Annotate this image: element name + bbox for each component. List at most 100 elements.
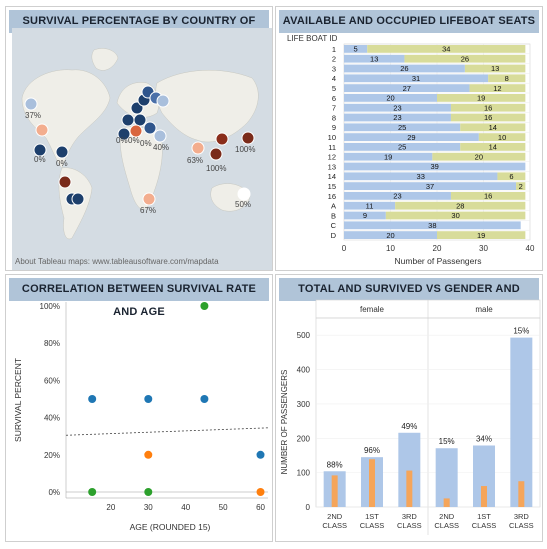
scatter-point[interactable] [144,395,153,403]
country-marker[interactable] [133,113,147,127]
occupied-bar[interactable] [344,221,521,230]
map-attribution[interactable]: About Tableau maps: www.tableausoftware.… [15,257,219,266]
survived-bar[interactable] [369,459,375,507]
trend-line [65,427,269,436]
country-marker[interactable] [143,121,157,135]
available-bar[interactable] [404,54,526,63]
available-bar[interactable] [460,123,526,132]
category-label: 15 [328,182,336,191]
map-label: 0% [128,136,140,145]
occupied-bar[interactable] [344,113,451,122]
y-tick-label: 200 [297,434,311,443]
total-bar[interactable] [435,448,458,507]
available-bar[interactable] [460,143,526,151]
country-marker[interactable] [191,141,205,155]
occupied-bar[interactable] [344,143,461,151]
y-tick-label: 500 [297,331,311,340]
occupied-bar[interactable] [344,201,396,210]
country-marker[interactable] [241,131,255,145]
occupied-bar[interactable] [344,172,498,181]
x-tick-label: 20 [106,503,115,512]
available-bar[interactable] [450,113,526,122]
survived-bar[interactable] [406,470,413,507]
available-bar[interactable] [497,172,526,181]
available-bar[interactable] [450,192,526,200]
scatter-point[interactable] [200,395,209,403]
occupied-bar[interactable] [344,103,451,112]
occupied-bar[interactable] [344,231,437,239]
occupied-bar[interactable] [344,133,479,141]
scatter-point[interactable] [88,395,97,403]
occupied-bar[interactable] [344,94,437,102]
survival-percent-label: 15% [439,437,455,446]
occupied-bar[interactable] [344,84,470,92]
country-marker[interactable] [35,123,49,137]
occupied-value-label: 33 [417,172,425,181]
available-bar[interactable] [464,64,526,73]
x-tick-label: 50 [219,503,228,512]
country-marker[interactable] [121,113,135,127]
world-map[interactable]: 37% 0% 0% 0% 0% 0% 40% 63% 100% 100% 67%… [12,28,272,270]
occupied-bar[interactable] [344,162,526,171]
available-bar[interactable] [437,231,526,239]
country-marker[interactable] [117,127,131,141]
country-marker[interactable] [24,97,38,111]
scatter-point[interactable] [144,450,153,459]
survived-bar[interactable] [481,486,487,507]
country-marker[interactable] [71,192,85,206]
occupied-bar[interactable] [344,211,386,220]
survived-bar[interactable] [443,498,450,507]
category-label: D [331,231,337,240]
country-marker[interactable] [33,143,47,157]
available-bar[interactable] [488,74,526,83]
available-value-label: 19 [477,231,485,240]
occupied-bar[interactable] [344,123,461,132]
x-tick-label: 60 [256,503,265,512]
country-marker[interactable] [55,145,69,159]
occupied-bar[interactable] [344,54,405,63]
occupied-value-label: 23 [393,192,401,201]
occupied-bar[interactable] [344,182,517,190]
total-bar[interactable] [398,432,421,507]
scatter-point[interactable] [200,302,209,310]
class-label: CLASS [434,521,459,530]
available-bar[interactable] [478,133,526,141]
country-marker[interactable] [129,124,143,138]
scatter-point[interactable] [144,488,153,496]
scatter-point[interactable] [256,450,265,459]
country-marker[interactable] [58,175,72,189]
available-value-label: 16 [484,113,492,122]
available-bar[interactable] [385,211,526,220]
country-marker[interactable] [153,129,167,143]
occupied-bar[interactable] [344,192,451,200]
survived-bar[interactable] [518,481,525,507]
available-bar[interactable] [450,103,526,112]
available-bar[interactable] [432,152,526,161]
survived-bar[interactable] [331,475,338,507]
country-marker[interactable] [209,147,223,161]
category-label: 6 [332,94,336,103]
group-label: female [360,305,385,314]
lifeboat-x-axis-label: Number of Passengers [395,256,482,266]
country-marker[interactable] [156,94,170,108]
available-bar[interactable] [469,84,526,92]
scatter-point[interactable] [88,488,97,496]
country-markers[interactable] [24,85,255,206]
total-bar[interactable] [510,337,533,507]
available-bar[interactable] [367,45,526,53]
available-bar[interactable] [516,182,526,190]
total-bar[interactable] [473,445,495,507]
country-marker[interactable] [237,187,251,201]
occupied-bar[interactable] [344,45,368,53]
country-marker[interactable] [215,132,229,146]
occupied-bar[interactable] [344,64,465,73]
survival-percent-label: 88% [327,460,343,469]
available-bar[interactable] [437,94,526,102]
occupied-bar[interactable] [344,74,489,83]
country-marker[interactable] [142,192,156,206]
scatter-point[interactable] [256,488,265,496]
map-label: 37% [25,111,41,120]
occupied-bar[interactable] [344,152,433,161]
x-tick-label: 30 [144,503,153,512]
available-bar[interactable] [395,201,526,210]
